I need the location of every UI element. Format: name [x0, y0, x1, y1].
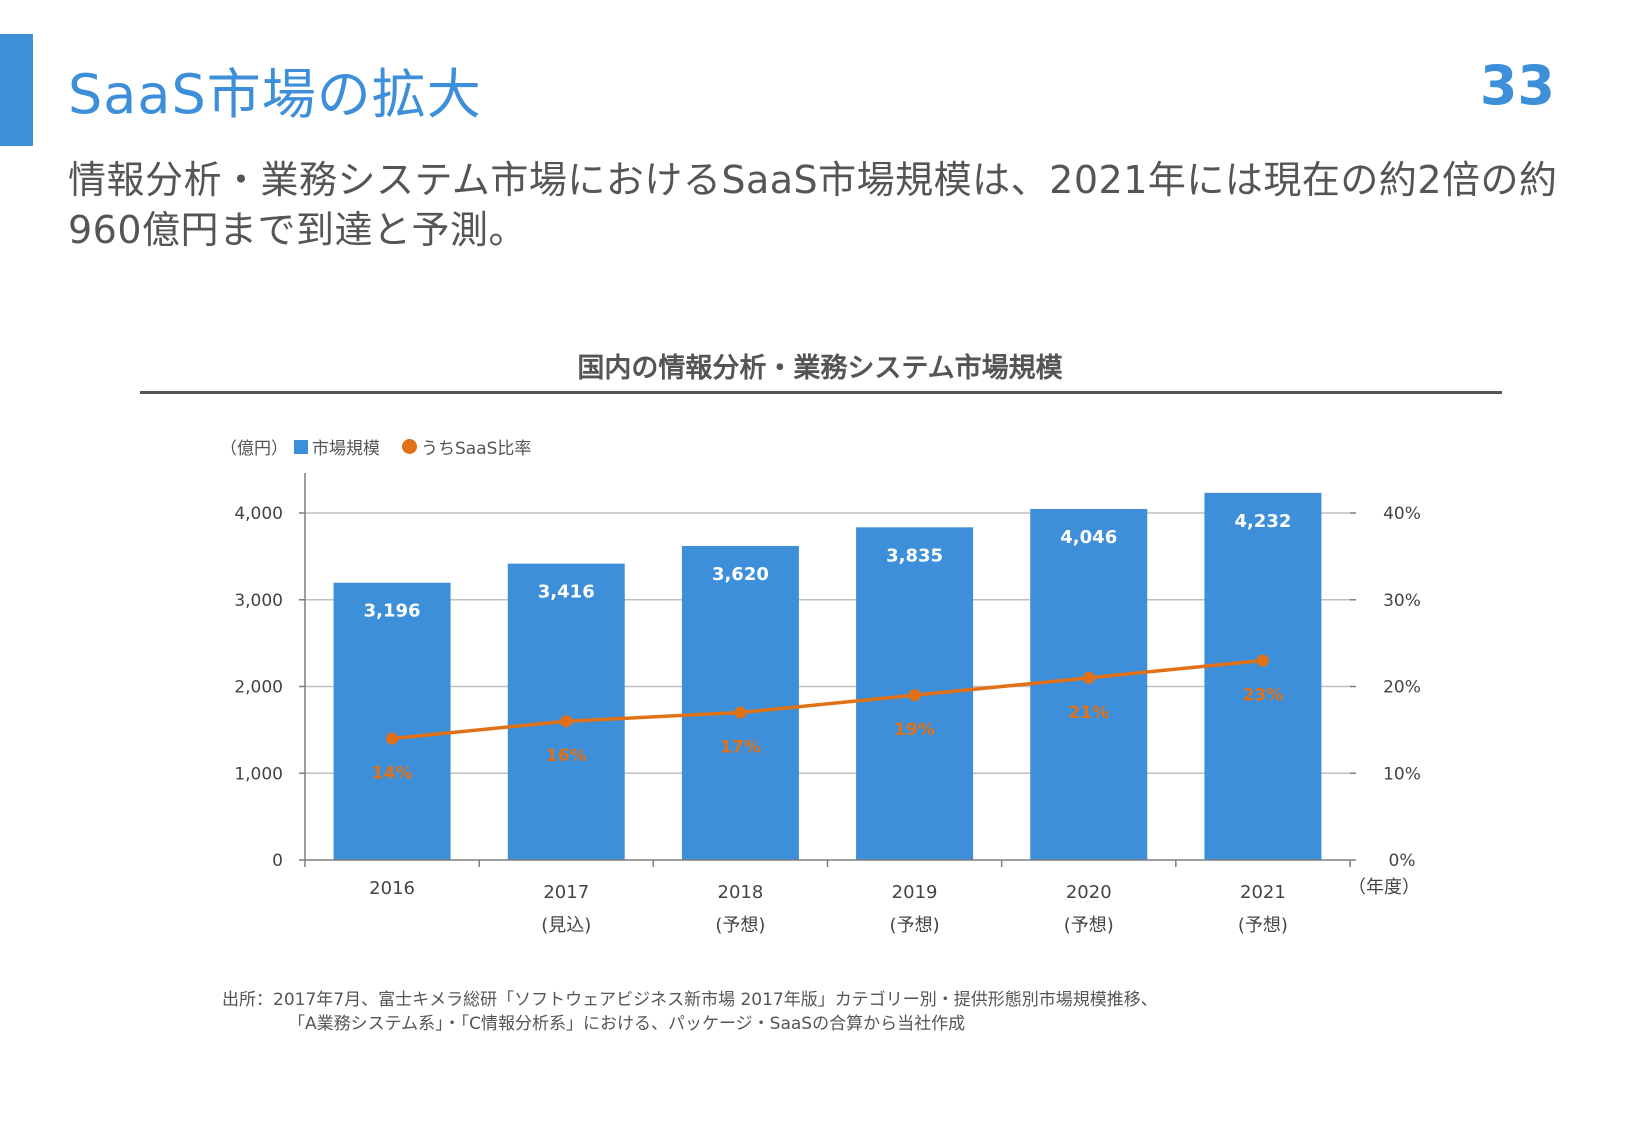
y-left-tick-label: 0: [272, 851, 283, 871]
bar-value-label: 3,835: [886, 545, 943, 566]
x-tick-label: 2020: [1066, 882, 1112, 903]
source-note: 出所：2017年7月、富士キメラ総研「ソフトウェアビジネス新市場 2017年版」…: [222, 988, 1158, 1036]
line-value-label: 19%: [894, 720, 935, 740]
line-point: [734, 706, 747, 719]
line-series: [391, 658, 1264, 741]
legend-line-label: うちSaaS比率: [421, 439, 532, 459]
line-point: [908, 689, 921, 702]
chart-title: 国内の情報分析・業務システム市場規模: [577, 353, 1063, 384]
y-right-tick-label: 20%: [1383, 678, 1421, 698]
bar-value-label: 4,232: [1234, 511, 1291, 532]
bar: [681, 545, 799, 860]
line-value-label: 23%: [1243, 685, 1284, 705]
bar: [507, 563, 625, 860]
line-value-label: 14%: [372, 764, 413, 784]
legend-bar-label: 市場規模: [312, 439, 380, 459]
x-category-note: (見込): [541, 915, 591, 936]
y-left-tick-label: 3,000: [234, 591, 283, 611]
lead-text: 情報分析・業務システム市場におけるSaaS市場規模は、2021年には現在の約2倍…: [68, 158, 1558, 252]
bar-value-label: 3,196: [364, 601, 421, 622]
x-tick-label: 2019: [892, 882, 938, 903]
bar-value-label: 3,416: [538, 582, 595, 603]
x-category-note: (予想): [890, 915, 940, 936]
y-right-tick-label: 10%: [1383, 764, 1421, 784]
x-category-note: (予想): [1238, 915, 1288, 936]
legend-line-swatch: [402, 439, 417, 454]
x-category-note: (予想): [715, 915, 765, 936]
page-title: SaaS市場の拡大: [68, 63, 482, 126]
bar-value-label: 4,046: [1060, 527, 1117, 548]
line-point: [560, 715, 573, 728]
x-unit-label: （年度）: [1348, 877, 1420, 898]
source-line-1: 出所：2017年7月、富士キメラ総研「ソフトウェアビジネス新市場 2017年版」…: [222, 990, 1158, 1010]
page-number: 33: [1479, 54, 1555, 117]
x-tick-label: 2016: [369, 878, 415, 899]
y-left-tick-label: 2,000: [234, 678, 283, 698]
line-point: [1256, 654, 1269, 667]
x-tick-label: 2017: [543, 882, 589, 903]
line-value-label: 17%: [720, 738, 761, 758]
y-right-tick-label: 30%: [1383, 591, 1421, 611]
x-tick-label: 2021: [1240, 882, 1286, 903]
line-point: [1082, 671, 1095, 684]
line-point: [386, 732, 399, 745]
legend-bar-swatch: [294, 439, 308, 454]
y-left-tick-label: 1,000: [234, 764, 283, 784]
y-right-tick-label: 0%: [1389, 851, 1416, 871]
chart-title-rule: [140, 391, 1502, 394]
title-accent-bar: [0, 34, 33, 146]
x-category-note: (予想): [1064, 915, 1114, 936]
line-value-label: 21%: [1068, 703, 1109, 723]
bar: [333, 582, 451, 860]
x-tick-label: 2018: [718, 882, 764, 903]
bar: [1204, 492, 1322, 860]
source-line-2: 「A業務システム系」・「C情報分析系」における、パッケージ・SaaSの合算から当…: [288, 1014, 966, 1034]
chart-legend: （億円） 市場規模 うちSaaS比率: [220, 434, 531, 459]
y-right-tick-label: 40%: [1383, 504, 1421, 524]
y-left-tick-label: 4,000: [234, 504, 283, 524]
line-value-label: 16%: [546, 746, 587, 766]
legend-unit: （億円）: [220, 439, 288, 459]
bar: [1030, 509, 1148, 860]
bar-value-label: 3,620: [712, 564, 769, 585]
